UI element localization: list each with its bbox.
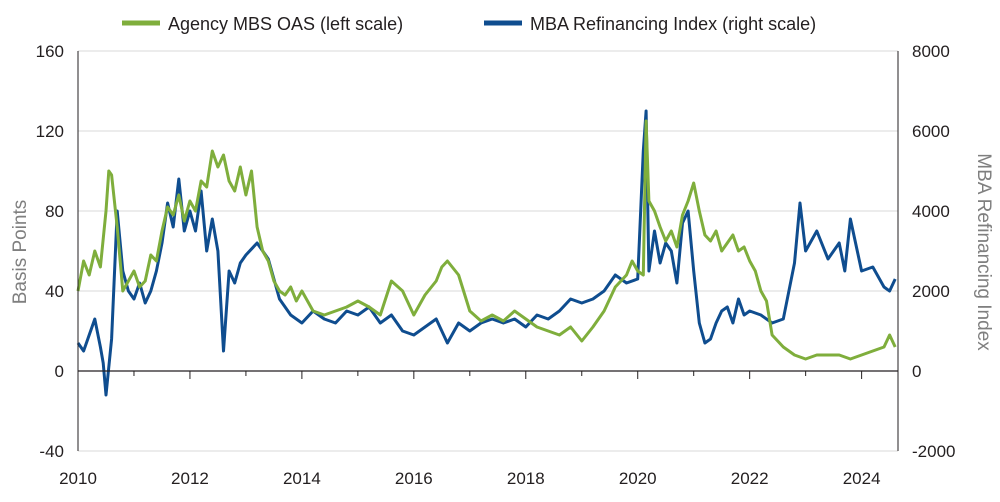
legend-label-refi: MBA Refinancing Index (right scale) [530, 14, 816, 34]
series-line-oas [76, 119, 897, 361]
y-tick-label-right: 8000 [912, 42, 950, 61]
y-tick-label-left: 80 [45, 202, 64, 221]
series-line-refi [76, 109, 897, 397]
x-tick-label: 2020 [619, 469, 657, 488]
y-tick-label-left: 160 [36, 42, 64, 61]
x-tick-label: 2016 [395, 469, 433, 488]
y-tick-label-left: 40 [45, 282, 64, 301]
y-tick-label-left: -40 [39, 442, 64, 461]
x-tick-label: 2024 [843, 469, 881, 488]
x-tick-label: 2010 [59, 469, 97, 488]
y-tick-label-right: 2000 [912, 282, 950, 301]
y-axis-title-right: MBA Refinancing Index [973, 153, 994, 351]
x-tick-label: 2022 [731, 469, 769, 488]
legend: Agency MBS OAS (left scale) MBA Refinanc… [122, 14, 816, 34]
y-tick-label-left: 0 [55, 362, 64, 381]
x-tick-label: 2018 [507, 469, 545, 488]
axes: -40 0 40 80 120 160 -2000 0 2000 4000 6000 8000 2010… [36, 42, 956, 488]
x-tick-label: 2014 [283, 469, 321, 488]
plot-area [76, 109, 897, 397]
y-axis-title-left: Basis Points [10, 200, 31, 305]
y-tick-label-right: -2000 [912, 442, 955, 461]
y-tick-label-right: 0 [912, 362, 921, 381]
y-tick-label-right: 6000 [912, 122, 950, 141]
y-tick-label-right: 4000 [912, 202, 950, 221]
legend-label-oas: Agency MBS OAS (left scale) [168, 14, 403, 34]
gridlines [78, 50, 898, 452]
y-tick-label-left: 120 [36, 122, 64, 141]
x-tick-label: 2012 [171, 469, 209, 488]
